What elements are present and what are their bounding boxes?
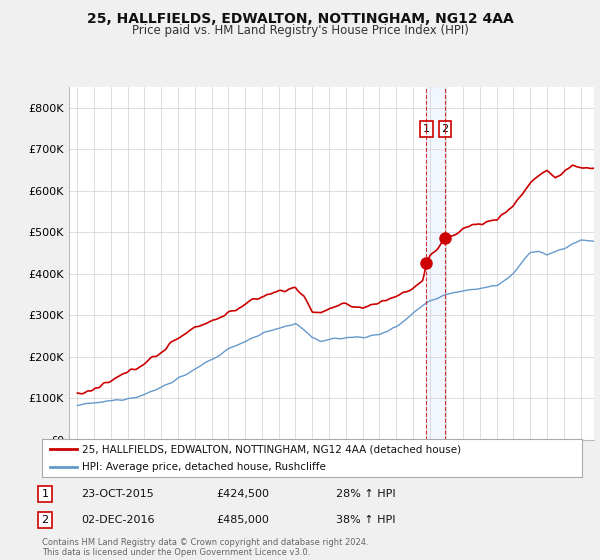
Text: Contains HM Land Registry data © Crown copyright and database right 2024.
This d: Contains HM Land Registry data © Crown c… — [42, 538, 368, 557]
Text: 2: 2 — [41, 515, 49, 525]
Text: £424,500: £424,500 — [216, 489, 269, 499]
Text: 2: 2 — [442, 124, 449, 134]
Text: 1: 1 — [41, 489, 49, 499]
Text: Price paid vs. HM Land Registry's House Price Index (HPI): Price paid vs. HM Land Registry's House … — [131, 24, 469, 36]
Text: 25, HALLFIELDS, EDWALTON, NOTTINGHAM, NG12 4AA: 25, HALLFIELDS, EDWALTON, NOTTINGHAM, NG… — [86, 12, 514, 26]
Text: 25, HALLFIELDS, EDWALTON, NOTTINGHAM, NG12 4AA (detached house): 25, HALLFIELDS, EDWALTON, NOTTINGHAM, NG… — [83, 444, 461, 454]
Text: 23-OCT-2015: 23-OCT-2015 — [81, 489, 154, 499]
Text: 38% ↑ HPI: 38% ↑ HPI — [336, 515, 395, 525]
Text: £485,000: £485,000 — [216, 515, 269, 525]
Text: HPI: Average price, detached house, Rushcliffe: HPI: Average price, detached house, Rush… — [83, 462, 326, 472]
Text: 02-DEC-2016: 02-DEC-2016 — [81, 515, 155, 525]
Bar — [427, 87, 445, 440]
Text: 28% ↑ HPI: 28% ↑ HPI — [336, 489, 395, 499]
Text: 1: 1 — [423, 124, 430, 134]
